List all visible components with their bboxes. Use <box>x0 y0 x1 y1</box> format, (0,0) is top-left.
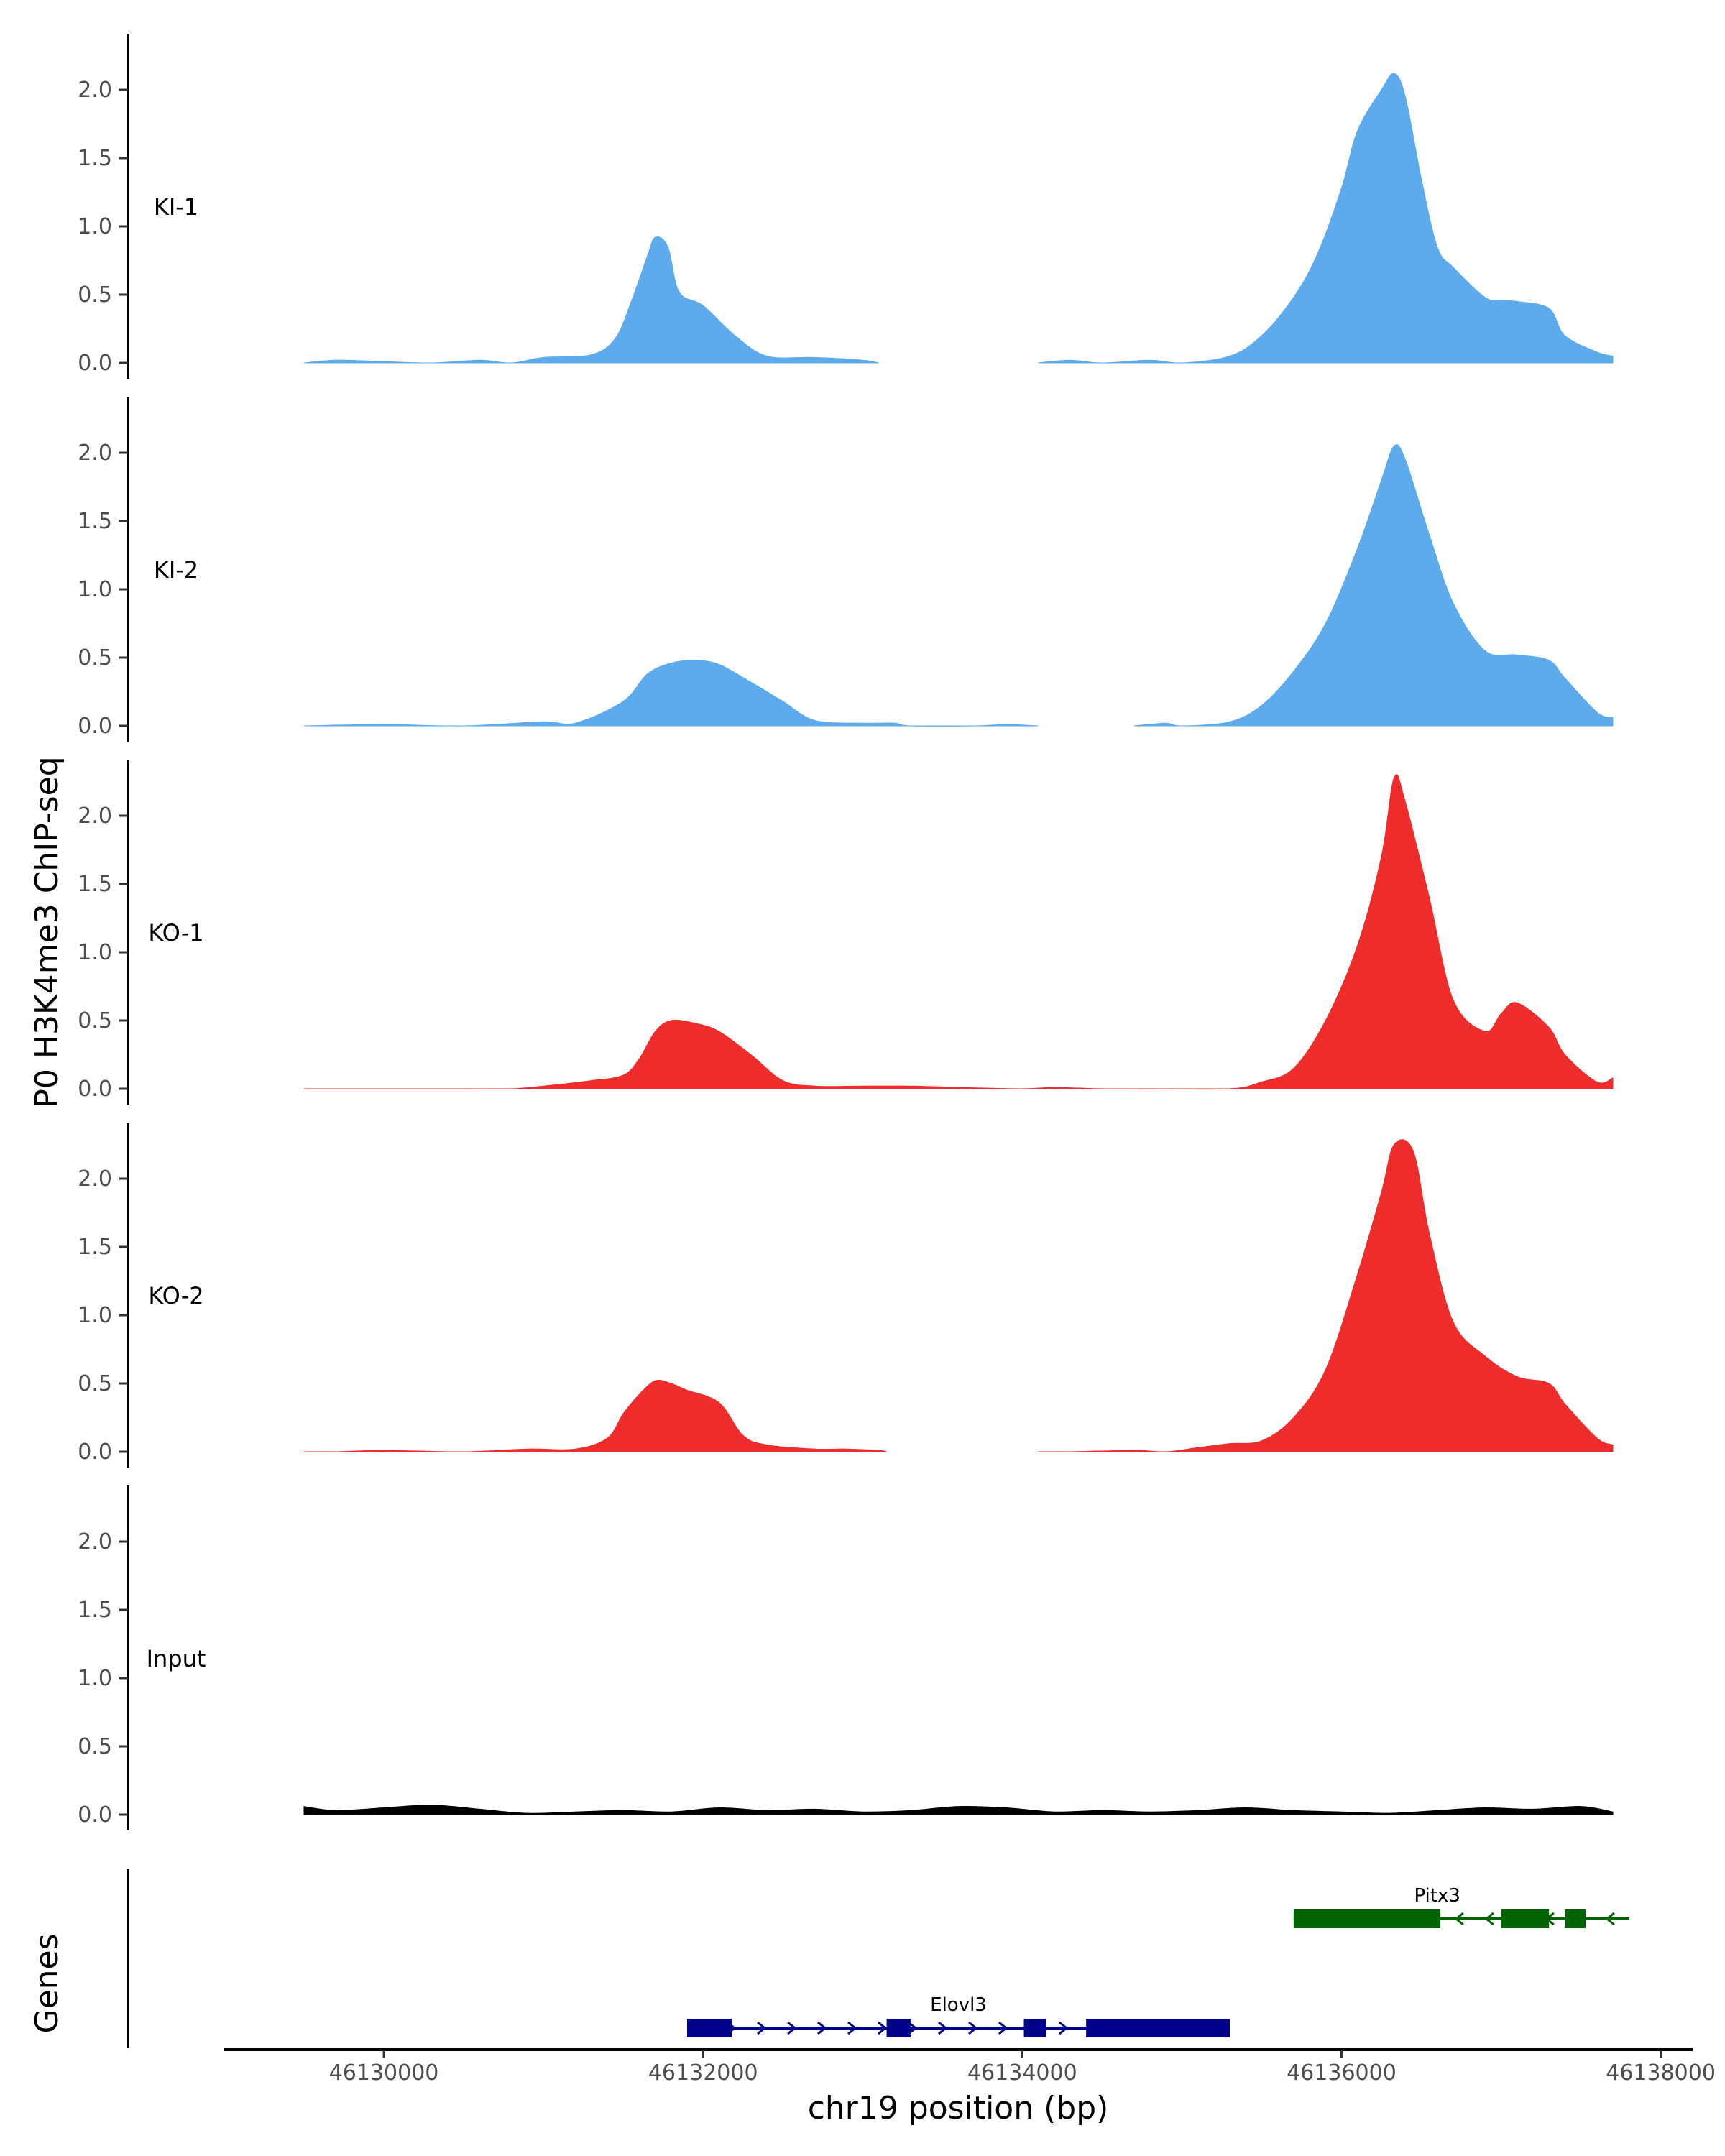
signal-area <box>303 1379 887 1452</box>
strand-arrow <box>998 2021 1008 2035</box>
gene-pitx3: Pitx3 <box>1293 1885 1629 1928</box>
gene-exon <box>1293 1909 1441 1928</box>
strand-arrow <box>1059 2021 1069 2035</box>
track-label: Input <box>147 1645 206 1672</box>
strand-arrow <box>1605 1912 1615 1926</box>
y-tick-label: 0.5 <box>78 1008 112 1033</box>
gene-exon <box>1086 2019 1230 2037</box>
gene-exon <box>1501 1909 1550 1928</box>
gene-exon <box>686 2019 732 2037</box>
gene-name-label: Pitx3 <box>1414 1885 1460 1907</box>
strand-arrow <box>878 2021 888 2035</box>
y-tick-label: 0.5 <box>78 282 112 308</box>
strand-arrow <box>787 2021 797 2035</box>
x-tick-label: 46138000 <box>1606 2060 1716 2086</box>
x-tick-label: 46134000 <box>967 2060 1077 2086</box>
y-tick-label: 1.0 <box>78 1666 112 1691</box>
genes-track-label: Genes <box>29 1933 65 2033</box>
gene-exon <box>1024 2019 1046 2037</box>
track-label: KO-2 <box>148 1282 203 1309</box>
genes-track: Genes Pitx3 Elovl3 <box>29 1869 1629 2048</box>
track-ko-1: 0.0 0.5 1.0 1.5 2.0 KO-1 <box>78 760 1614 1105</box>
strand-arrow <box>938 2021 948 2035</box>
y-tick-label: 1.5 <box>78 1235 112 1260</box>
gene-name-label: Elovl3 <box>930 1994 987 2016</box>
y-tick-label: 1.5 <box>78 146 112 171</box>
gene-exon <box>886 2019 911 2037</box>
strand-arrow <box>968 2021 978 2035</box>
y-tick-label: 1.5 <box>78 509 112 534</box>
x-tick-label: 46136000 <box>1287 2060 1397 2086</box>
x-tick-label: 46130000 <box>329 2060 439 2086</box>
track-label: KI-1 <box>154 193 198 221</box>
y-tick-label: 0.0 <box>78 1439 112 1465</box>
signal-area <box>304 774 1614 1090</box>
gene-elovl3: Elovl3 <box>686 1994 1230 2037</box>
y-tick-label: 1.5 <box>78 1598 112 1623</box>
track-ki-2: 0.0 0.5 1.0 1.5 2.0 KI-2 <box>78 397 1614 742</box>
y-tick-label: 2.0 <box>78 803 112 829</box>
signal-area <box>1038 1139 1614 1452</box>
y-tick-label: 2.0 <box>78 1529 112 1554</box>
signal-area <box>1133 444 1614 727</box>
strand-arrow <box>1454 1912 1464 1926</box>
y-axis-title: P0 H3K4me3 ChIP-seq <box>29 756 65 1107</box>
track-label: KO-1 <box>148 919 203 946</box>
gene-exon <box>1565 1909 1586 1928</box>
y-tick-label: 1.0 <box>78 214 112 239</box>
signal-area <box>1038 73 1614 364</box>
y-tick-label: 0.0 <box>78 1077 112 1102</box>
track-label: KI-2 <box>154 556 198 584</box>
track-input: 0.0 0.5 1.0 1.5 2.0 Input <box>78 1485 1614 1830</box>
y-tick-label: 0.5 <box>78 645 112 671</box>
signal-area <box>303 1805 1614 1815</box>
signal-tracks: 0.00.51.01.52.0KI-10.00.51.01.52.0KI-20.… <box>78 34 1614 1830</box>
strand-arrow <box>908 2021 918 2035</box>
y-tick-label: 0.5 <box>78 1371 112 1396</box>
y-tick-label: 2.0 <box>78 441 112 466</box>
y-tick-label: 1.0 <box>78 577 112 602</box>
y-tick-label: 0.0 <box>78 714 112 739</box>
y-tick-label: 0.0 <box>78 1802 112 1828</box>
track-ko-2: 0.0 0.5 1.0 1.5 2.0 KO-2 <box>78 1123 1614 1468</box>
y-tick-label: 0.5 <box>78 1734 112 1759</box>
y-tick-label: 2.0 <box>78 1166 112 1192</box>
signal-area <box>303 660 1039 727</box>
x-axis-title: chr19 position (bp) <box>808 2090 1109 2127</box>
y-tick-label: 2.0 <box>78 78 112 103</box>
strand-arrow <box>847 2021 857 2035</box>
y-tick-label: 1.5 <box>78 872 112 897</box>
strand-arrow <box>817 2021 827 2035</box>
strand-arrow <box>1484 1912 1494 1926</box>
signal-area <box>303 236 879 364</box>
y-tick-label: 0.0 <box>78 351 112 376</box>
track-ki-1: 0.0 0.5 1.0 1.5 2.0 KI-1 <box>78 34 1614 379</box>
x-axis: chr19 position (bp) 46130000 46132000 4613… <box>224 2048 1716 2127</box>
y-tick-label: 1.0 <box>78 940 112 965</box>
x-tick-label: 46132000 <box>648 2060 758 2086</box>
y-tick-label: 1.0 <box>78 1303 112 1328</box>
strand-arrow <box>757 2021 767 2035</box>
